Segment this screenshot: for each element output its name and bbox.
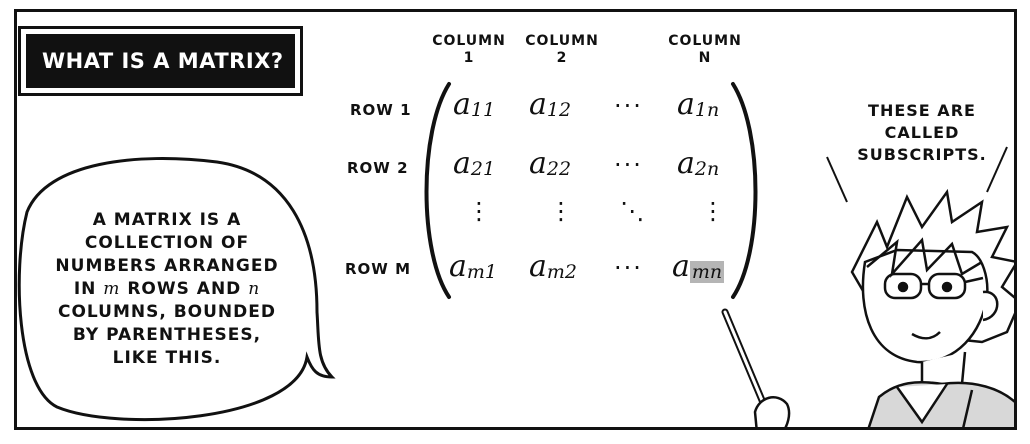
matrix-entry-a2n: a2n <box>677 146 720 181</box>
matrix-entry-a12: a12 <box>529 87 572 122</box>
matrix-entry-a1n: a1n <box>677 87 720 122</box>
pointer-stick <box>721 308 773 421</box>
row-label-m: ROW M <box>345 260 411 278</box>
coln-vdots: ⋮ <box>701 197 727 225</box>
row-label-1: ROW 1 <box>350 101 412 119</box>
matrix-entry-amn: a mn <box>672 249 725 284</box>
column-header-2: COLUMN 2 <box>525 33 599 66</box>
left-parenthesis <box>424 82 451 299</box>
row2-hdots: ··· <box>614 151 643 179</box>
column-header-n: COLUMN N <box>668 33 742 66</box>
character-illustration <box>753 188 1014 427</box>
col2-vdots: ⋮ <box>549 197 575 225</box>
matrix-entry-am2: am2 <box>529 249 577 284</box>
matrix-entry-a22: a22 <box>529 146 572 181</box>
column-header-1: COLUMN 1 <box>432 33 506 66</box>
character-speech-text: THESE ARE CALLED SUBSCRIPTS. <box>857 101 987 164</box>
row1-hdots: ··· <box>614 92 643 120</box>
matrix-entry-a11: a11 <box>453 87 496 122</box>
right-parenthesis <box>731 82 758 299</box>
speech-bubble <box>17 157 336 422</box>
highlighted-subscript: mn <box>689 261 725 283</box>
panel-title: WHAT IS A MATRIX? <box>42 49 284 73</box>
panel-drawing <box>17 82 1014 427</box>
rowm-hdots: ··· <box>614 254 643 282</box>
row-label-2: ROW 2 <box>347 159 409 177</box>
matrix-entry-am1: am1 <box>449 249 497 284</box>
col1-vdots: ⋮ <box>467 197 493 225</box>
comic-panel: WHAT IS A MATRIX? <box>14 9 1017 430</box>
diagonal-dots: ⋱ <box>620 197 646 225</box>
title-box: WHAT IS A MATRIX? <box>18 26 303 96</box>
left-bubble-text: A MATRIX IS A COLLECTION OF NUMBERS ARRA… <box>55 210 279 368</box>
matrix-entry-a21: a21 <box>453 146 496 181</box>
